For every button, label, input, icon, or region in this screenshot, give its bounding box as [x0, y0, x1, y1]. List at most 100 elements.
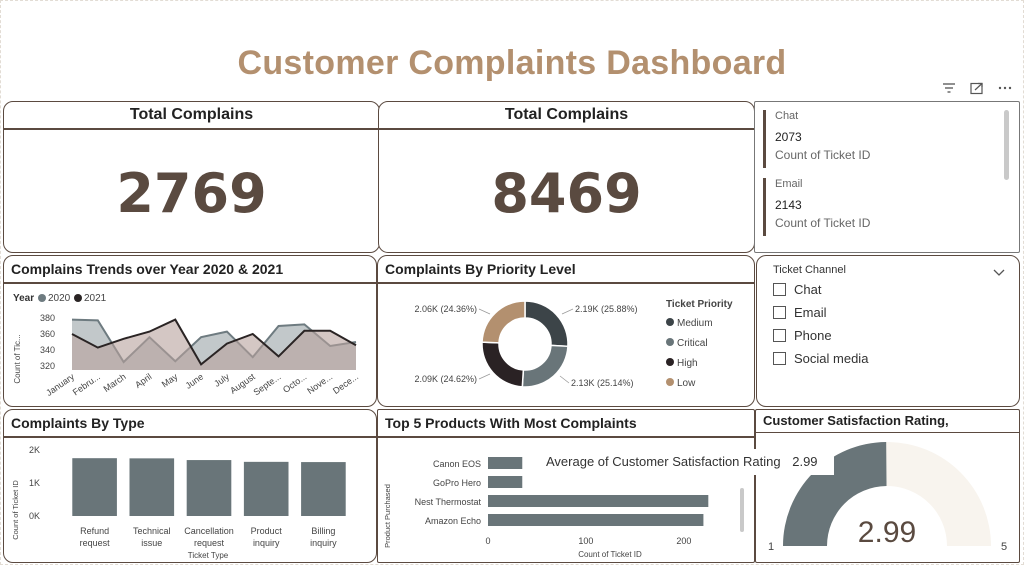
option-label: Email — [794, 305, 827, 320]
card-row-email: Email 2143 Count of Ticket ID — [763, 178, 1003, 236]
legend-label-high: High — [677, 358, 698, 369]
x-tick-label: March — [102, 371, 128, 394]
card-value: 2073 — [775, 130, 802, 144]
slicer-options: Chat Email Phone Social media — [773, 282, 868, 374]
x-tick-label: request — [80, 538, 111, 548]
focus-mode-icon[interactable] — [970, 82, 984, 99]
x-tick-label: 100 — [578, 536, 593, 546]
legend-marker-low — [666, 378, 674, 386]
data-label-medium: 2.19K (25.88%) — [575, 304, 638, 314]
gauge-tooltip: Average of Customer Satisfaction Rating … — [538, 449, 834, 475]
x-tick-label: Nove... — [305, 371, 334, 396]
x-tick-label: Dece... — [331, 371, 360, 396]
visual-toolbar — [942, 82, 1012, 99]
x-tick-label: inquiry — [310, 538, 337, 548]
slicer-option-social-media[interactable]: Social media — [773, 351, 868, 366]
checkbox[interactable] — [773, 283, 786, 296]
y-tick-label: 320 — [40, 361, 55, 371]
tooltip-value: 2.99 — [792, 454, 818, 469]
y-tick-label: GoPro Hero — [433, 478, 481, 488]
x-tick-label: 0 — [485, 536, 490, 546]
type-bar-chart: Count of Ticket ID Ticket Type 0K 1K 2K Ref… — [11, 445, 346, 560]
products-chart-panel: Top 5 Products With Most Complaints Prod… — [377, 409, 755, 563]
checkbox[interactable] — [773, 329, 786, 342]
slicer-title: Ticket Channel — [773, 264, 846, 276]
card-row-chat: Chat 2073 Count of Ticket ID — [763, 110, 1003, 168]
x-tick-label: Technical — [133, 526, 171, 536]
gauge-min-label: 1 — [768, 541, 774, 553]
legend-label-critical: Critical — [677, 338, 708, 349]
scrollbar[interactable] — [740, 488, 744, 532]
donut-slice-medium — [524, 300, 569, 348]
type-chart-panel: Complaints By Type Count of Ticket ID Ti… — [3, 409, 377, 563]
option-label: Chat — [794, 282, 822, 297]
satisfaction-gauge: 2.99 1 5 — [768, 442, 1007, 553]
legend-marker-critical — [666, 338, 674, 346]
x-tick-label: Septe... — [252, 371, 283, 397]
bar — [186, 460, 232, 516]
kpi-title: Total Complains — [4, 102, 379, 130]
filter-icon[interactable] — [942, 82, 956, 99]
tooltip-label: Average of Customer Satisfaction Rating — [546, 454, 781, 469]
chart-title: Complains Trends over Year 2020 & 2021 — [4, 256, 376, 284]
legend-marker-medium — [666, 318, 674, 326]
card-label: Chat — [775, 110, 799, 122]
kpi-title: Total Complains — [379, 102, 754, 130]
dashboard-title: Customer Complaints Dashboard — [237, 44, 787, 82]
x-tick-label: Octo... — [281, 371, 308, 394]
y-tick-label: 2K — [29, 445, 40, 455]
legend-marker-high — [666, 358, 674, 366]
area-series-2021 — [72, 319, 356, 370]
x-tick-label: May — [160, 371, 180, 389]
x-tick-label: Billing — [311, 526, 335, 536]
bar — [72, 458, 117, 516]
legend-label-medium: Medium — [677, 318, 713, 329]
x-axis-label: Count of Ticket ID — [578, 550, 642, 559]
chart-title: Complaints By Type — [4, 410, 376, 438]
x-axis-label: Ticket Type — [188, 551, 229, 560]
slicer-option-phone[interactable]: Phone — [773, 328, 868, 343]
y-tick-label: 380 — [40, 313, 55, 323]
slicer-option-chat[interactable]: Chat — [773, 282, 868, 297]
y-tick-label: 0K — [29, 511, 40, 521]
x-tick-label: June — [184, 371, 206, 390]
trend-chart: Year 2020 2021 Count of Tic... 320 340 360… — [13, 293, 360, 398]
chevron-down-icon[interactable] — [993, 262, 1005, 281]
y-tick-label: 340 — [40, 345, 55, 355]
data-label-critical: 2.13K (25.14%) — [571, 378, 634, 388]
x-tick-label: January — [44, 371, 76, 398]
x-tick-label: inquiry — [253, 538, 280, 548]
card-label: Email — [775, 178, 803, 190]
donut-slice-low — [481, 300, 526, 344]
kpi-value: 8469 — [491, 162, 642, 225]
scrollbar[interactable] — [1004, 110, 1009, 180]
gauge-max-label: 5 — [1001, 541, 1007, 553]
line-series-2021 — [71, 318, 357, 366]
card-value: 2143 — [775, 198, 802, 212]
bar — [488, 457, 523, 469]
legend-label-2021: 2021 — [84, 293, 107, 304]
data-label-low: 2.06K (24.36%) — [414, 304, 477, 314]
option-label: Phone — [794, 328, 832, 343]
priority-chart-panel: Complaints By Priority Level 2.06K (24.3… — [377, 255, 755, 407]
slicer-option-email[interactable]: Email — [773, 305, 868, 320]
legend-marker-2021 — [74, 294, 82, 302]
x-tick-label: Febru... — [71, 371, 102, 397]
data-label-high: 2.09K (24.62%) — [414, 374, 477, 384]
channel-card[interactable]: Chat 2073 Count of Ticket ID Email 2143 … — [754, 101, 1020, 253]
y-tick-label: Amazon Echo — [425, 516, 481, 526]
products-bar-chart: Product Purchased Count of Ticket ID Can… — [383, 457, 744, 559]
x-tick-label: Cancellation — [184, 526, 234, 536]
legend-title: Ticket Priority — [666, 299, 733, 310]
chart-title: Complaints By Priority Level — [378, 256, 754, 284]
more-options-icon[interactable] — [998, 82, 1012, 99]
x-tick-label: Product — [251, 526, 283, 536]
chart-title: Top 5 Products With Most Complaints — [378, 410, 754, 438]
ticket-channel-slicer: Ticket Channel Chat Email Phone Social m… — [756, 255, 1020, 407]
bar — [488, 476, 523, 488]
card-sub: Count of Ticket ID — [775, 216, 871, 230]
checkbox[interactable] — [773, 352, 786, 365]
checkbox[interactable] — [773, 306, 786, 319]
y-tick-label: Nest Thermostat — [415, 497, 482, 507]
bar — [129, 458, 175, 516]
